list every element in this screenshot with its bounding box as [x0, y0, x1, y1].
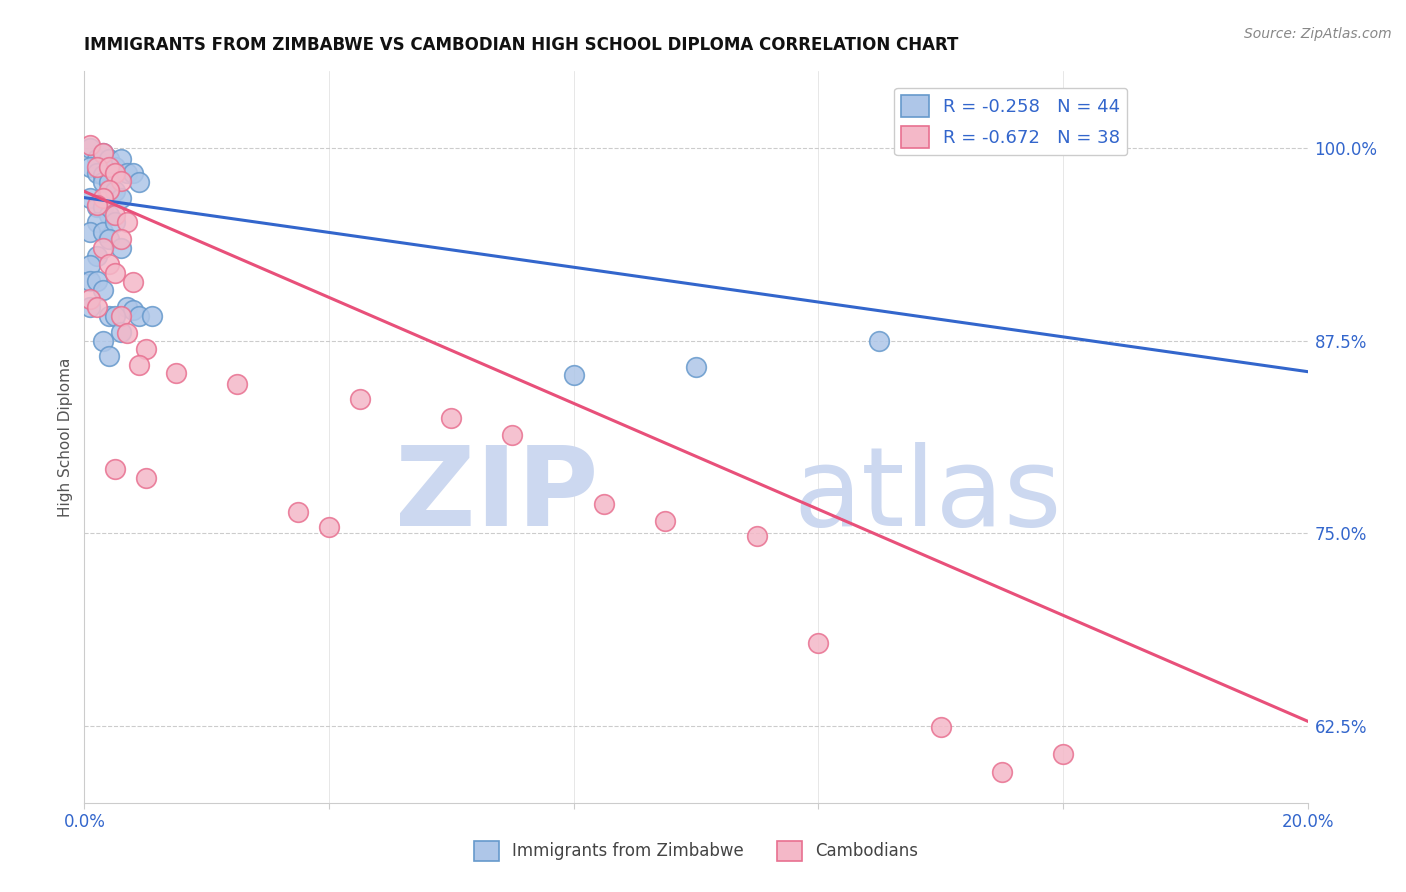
Point	[141, 309, 163, 323]
Point	[1052, 747, 1074, 761]
Point	[97, 257, 120, 271]
Point	[122, 166, 145, 180]
Point	[91, 242, 114, 256]
Point	[110, 309, 132, 323]
Y-axis label: High School Diploma: High School Diploma	[58, 358, 73, 516]
Point	[104, 166, 127, 180]
Point	[97, 152, 120, 166]
Point	[685, 359, 707, 374]
Point	[440, 410, 463, 425]
Point	[97, 232, 120, 246]
Point	[991, 764, 1014, 779]
Point	[79, 300, 101, 314]
Point	[86, 274, 108, 288]
Point	[104, 461, 127, 475]
Point	[86, 200, 108, 214]
Point	[86, 249, 108, 263]
Point	[115, 166, 138, 180]
Point	[807, 635, 830, 649]
Point	[122, 303, 145, 318]
Point	[91, 225, 114, 239]
Point	[79, 259, 101, 273]
Point	[128, 309, 150, 323]
Point	[287, 505, 309, 519]
Point	[91, 145, 114, 160]
Point	[79, 225, 101, 239]
Point	[104, 215, 127, 229]
Point	[79, 274, 101, 288]
Point	[135, 471, 157, 485]
Point	[104, 185, 127, 199]
Point	[86, 152, 108, 166]
Point	[91, 191, 114, 205]
Point	[91, 145, 114, 160]
Point	[104, 208, 127, 222]
Point	[135, 342, 157, 356]
Point	[91, 175, 114, 189]
Point	[79, 292, 101, 306]
Point	[115, 326, 138, 340]
Point	[226, 376, 249, 391]
Point	[165, 366, 187, 380]
Point	[79, 138, 101, 153]
Point	[79, 160, 101, 174]
Point	[104, 160, 127, 174]
Point	[110, 242, 132, 256]
Point	[110, 232, 132, 246]
Point	[122, 276, 145, 290]
Point	[97, 175, 120, 189]
Point	[349, 392, 371, 407]
Point	[91, 283, 114, 297]
Text: IMMIGRANTS FROM ZIMBABWE VS CAMBODIAN HIGH SCHOOL DIPLOMA CORRELATION CHART: IMMIGRANTS FROM ZIMBABWE VS CAMBODIAN HI…	[84, 36, 959, 54]
Point	[86, 198, 108, 212]
Point	[97, 160, 120, 174]
Point	[502, 427, 524, 442]
Point	[91, 168, 114, 182]
Point	[104, 266, 127, 280]
Point	[86, 166, 108, 180]
Text: Source: ZipAtlas.com: Source: ZipAtlas.com	[1244, 27, 1392, 41]
Point	[562, 368, 585, 382]
Point	[115, 300, 138, 314]
Point	[91, 334, 114, 348]
Point	[929, 720, 952, 734]
Point	[79, 141, 101, 155]
Point	[747, 529, 769, 543]
Point	[86, 160, 108, 174]
Point	[97, 309, 120, 323]
Point	[869, 334, 891, 348]
Point	[110, 325, 132, 339]
Legend: Immigrants from Zimbabwe, Cambodians: Immigrants from Zimbabwe, Cambodians	[467, 834, 925, 868]
Point	[91, 200, 114, 214]
Point	[110, 191, 132, 205]
Point	[110, 174, 132, 188]
Point	[593, 497, 616, 511]
Point	[97, 349, 120, 363]
Text: atlas: atlas	[794, 442, 1063, 549]
Point	[79, 191, 101, 205]
Point	[104, 309, 127, 323]
Point	[97, 208, 120, 222]
Point	[86, 300, 108, 314]
Point	[97, 183, 120, 197]
Point	[86, 215, 108, 229]
Point	[128, 175, 150, 189]
Point	[128, 359, 150, 373]
Text: ZIP: ZIP	[395, 442, 598, 549]
Point	[115, 215, 138, 229]
Point	[318, 520, 340, 534]
Point	[654, 514, 676, 528]
Point	[110, 152, 132, 166]
